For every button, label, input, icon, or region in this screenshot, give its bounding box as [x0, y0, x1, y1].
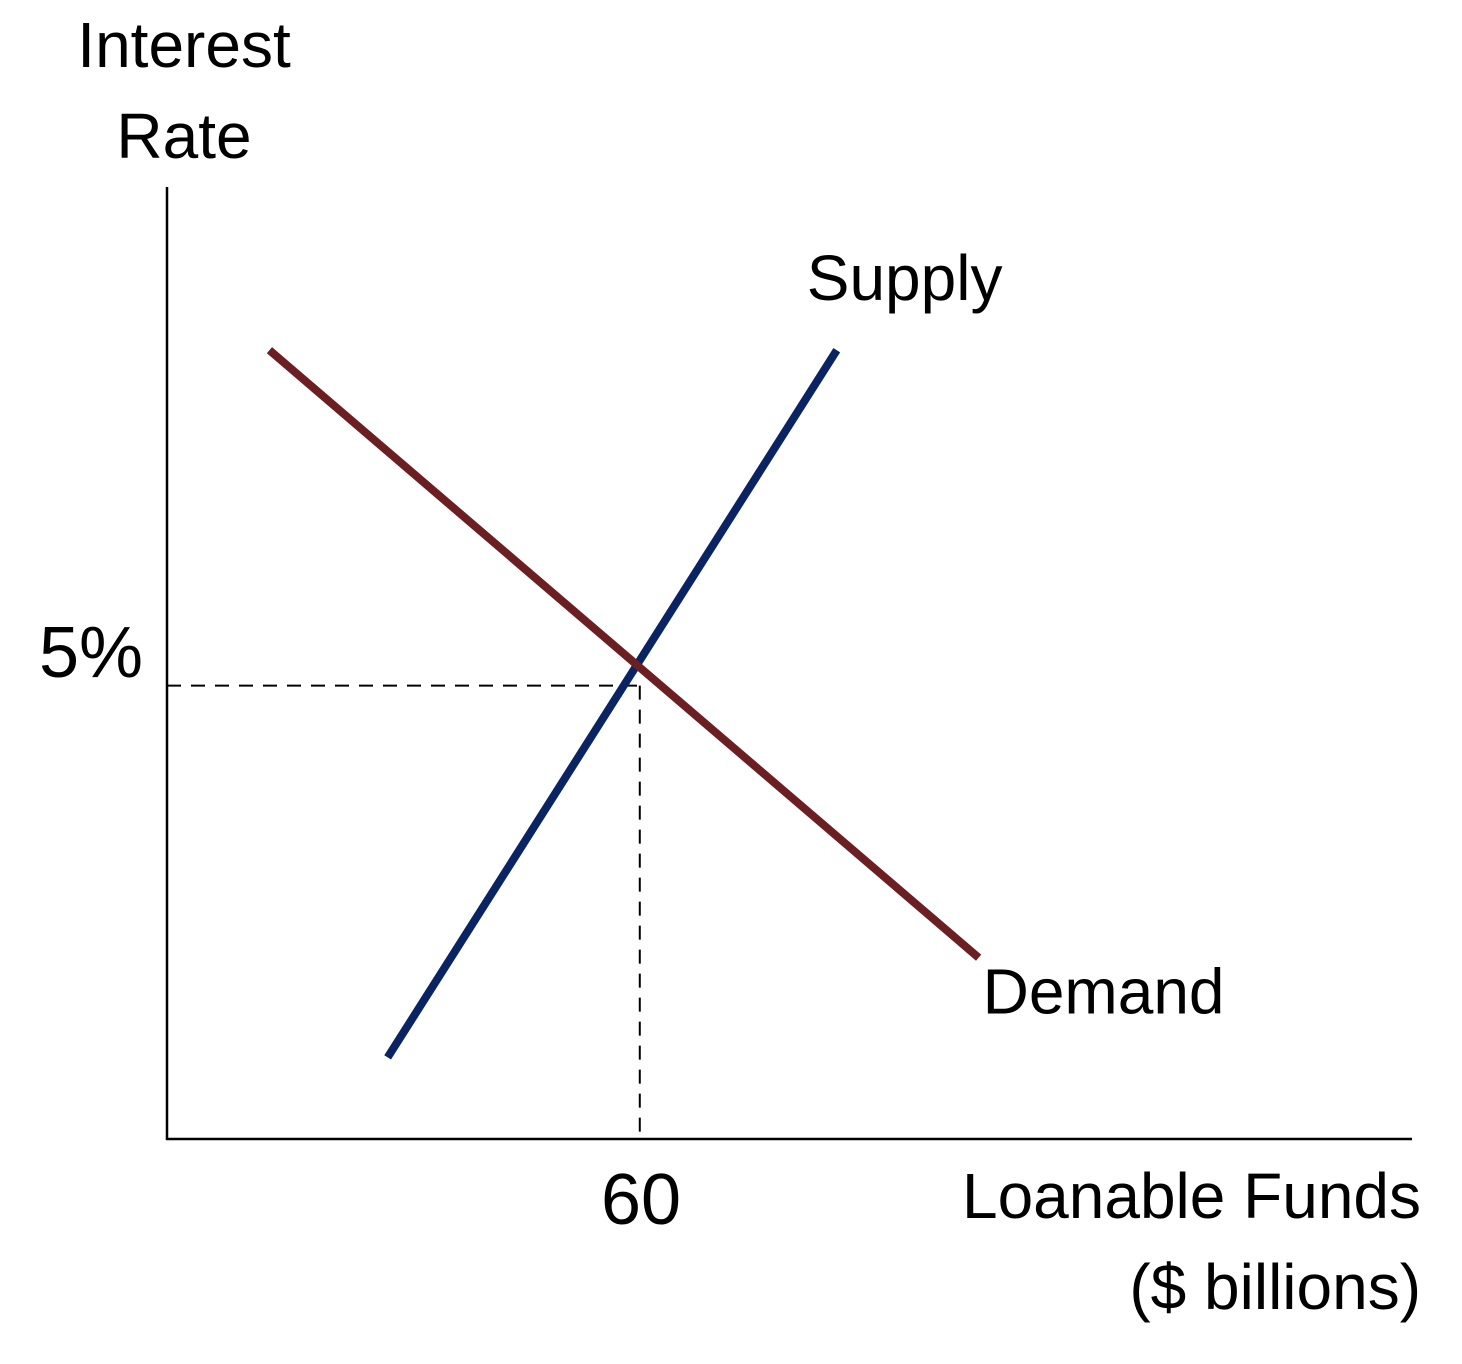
equilibrium-guides	[167, 684, 641, 1139]
supply-curve	[384, 348, 841, 1060]
y-axis-label-line-2: Rate	[116, 100, 251, 172]
demand-curve	[266, 347, 982, 961]
x-axis-label-line-1: Loanable Funds	[962, 1160, 1421, 1232]
supply-curve-label: Supply	[807, 242, 1003, 314]
y-axis-label-line-1: Interest	[77, 9, 291, 81]
equilibrium-rate-tick-label: 5%	[39, 613, 143, 693]
series-layer: Supply Demand	[266, 242, 1225, 1060]
axes	[165, 187, 1412, 1141]
demand-curve-label: Demand	[983, 956, 1225, 1028]
equilibrium-quantity-tick-label: 60	[601, 1160, 681, 1240]
x-axis-label-line-2: ($ billions)	[1129, 1251, 1421, 1323]
labels: Interest Rate Loanable Funds ($ billions…	[39, 9, 1421, 1323]
